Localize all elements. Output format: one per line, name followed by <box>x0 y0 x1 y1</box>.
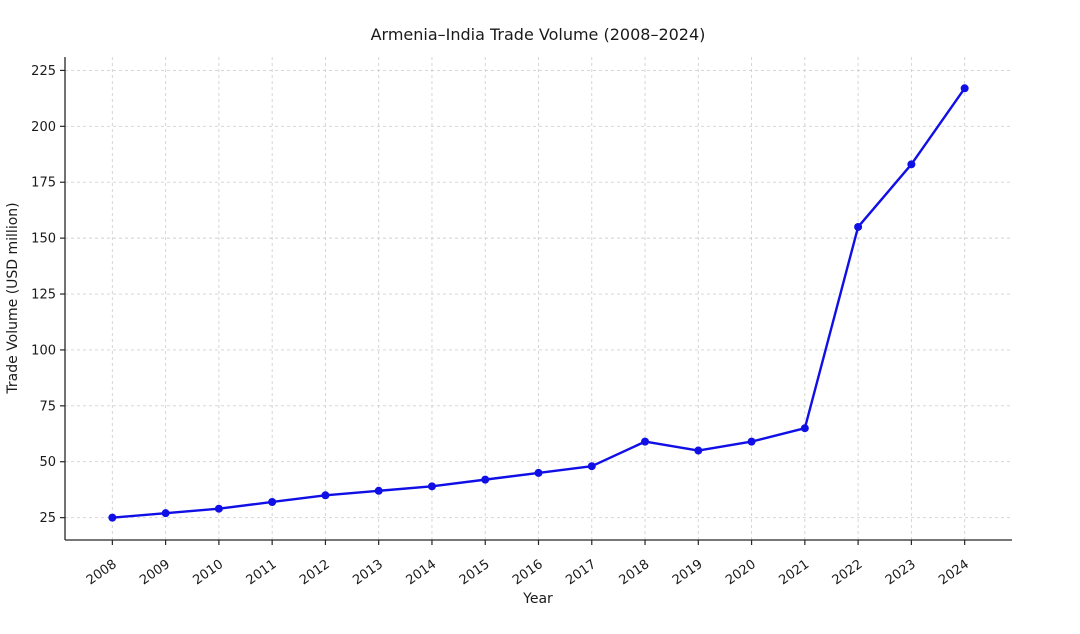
x-tick-label: 2020 <box>723 557 759 588</box>
y-tick-label: 125 <box>31 288 56 303</box>
x-tick-label: 2021 <box>776 557 812 588</box>
data-point-marker <box>214 504 223 513</box>
axis-layer: 25 50 75 100 125 150 175 200 225 2008 2009 2010 2011… <box>31 57 1012 588</box>
data-point-marker <box>960 84 969 93</box>
data-point-marker <box>694 446 703 455</box>
data-point-marker <box>587 462 596 471</box>
x-tick-label: 2017 <box>563 557 599 588</box>
grid-layer <box>65 57 1012 540</box>
x-tick-label: 2013 <box>350 557 386 588</box>
chart-title: Armenia–India Trade Volume (2008–2024) <box>371 25 706 44</box>
y-tick-label: 100 <box>31 343 56 358</box>
x-tick-label: 2014 <box>404 557 440 588</box>
y-tick-label: 225 <box>31 64 56 79</box>
y-tick-label: 75 <box>39 399 56 414</box>
data-point-marker <box>321 491 330 500</box>
data-point-marker <box>268 497 277 506</box>
x-tick-label: 2010 <box>190 557 226 588</box>
x-tick-label: 2009 <box>137 557 173 588</box>
x-tick-label: 2022 <box>830 557 866 588</box>
x-tick-label: 2012 <box>297 557 333 588</box>
y-tick-label: 25 <box>39 511 56 526</box>
data-point-marker <box>108 513 117 522</box>
data-point-marker <box>161 509 170 518</box>
x-tick-label: 2008 <box>84 557 120 588</box>
data-point-marker <box>907 160 916 169</box>
y-tick-label: 50 <box>39 455 56 470</box>
data-point-marker <box>641 437 650 446</box>
x-tick-label: 2011 <box>244 557 280 588</box>
x-tick-label: 2016 <box>510 557 546 588</box>
data-point-marker <box>747 437 756 446</box>
data-point-marker <box>427 482 436 491</box>
y-tick-label: 175 <box>31 176 56 191</box>
x-tick-label: 2019 <box>670 557 706 588</box>
y-tick-label: 200 <box>31 120 56 135</box>
x-tick-label: 2018 <box>617 557 653 588</box>
x-tick-label: 2023 <box>883 557 919 588</box>
label-layer: Armenia–India Trade Volume (2008–2024) Y… <box>5 25 705 607</box>
data-point-marker <box>374 486 383 495</box>
data-series-layer <box>108 84 969 522</box>
x-tick-label: 2024 <box>936 557 972 588</box>
data-point-marker <box>854 222 863 231</box>
x-tick-label: 2015 <box>457 557 493 588</box>
data-point-marker <box>481 475 490 484</box>
y-axis-label: Trade Volume (USD million) <box>5 202 21 394</box>
data-point-marker <box>800 424 809 433</box>
data-point-marker <box>534 468 543 477</box>
x-axis-label: Year <box>522 591 553 607</box>
y-tick-label: 150 <box>31 232 56 247</box>
